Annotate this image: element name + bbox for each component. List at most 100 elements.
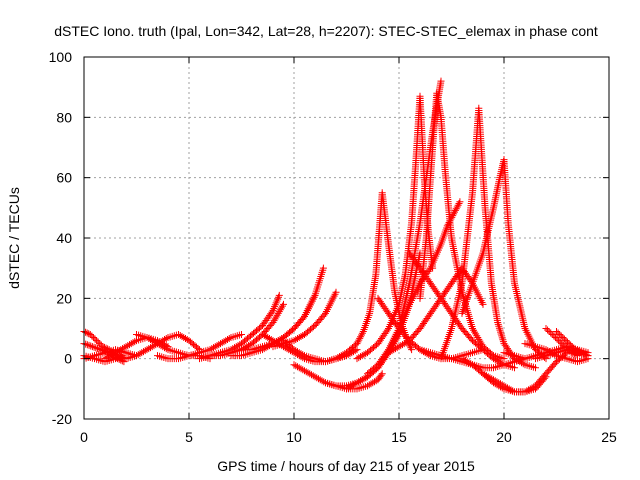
data-point [82, 328, 90, 336]
data-point [477, 339, 485, 347]
data-point [451, 206, 459, 214]
data-point [225, 335, 233, 343]
data-point [320, 378, 328, 386]
data-point [532, 364, 539, 372]
data-series [532, 346, 592, 363]
data-point [470, 326, 478, 334]
y-tick-label: 40 [56, 230, 72, 246]
data-series [458, 156, 550, 363]
data-point [383, 326, 391, 334]
data-point [450, 210, 458, 218]
data-point [118, 352, 126, 360]
data-point [270, 317, 278, 325]
data-point [278, 302, 286, 310]
data-point [488, 350, 496, 358]
data-point [269, 318, 277, 326]
data-point [83, 341, 91, 349]
data-point [353, 340, 361, 348]
data-point [560, 335, 568, 343]
data-point [556, 338, 564, 346]
data-point [511, 364, 518, 372]
data-point [479, 346, 487, 354]
data-point [454, 201, 462, 209]
data-point [557, 332, 565, 340]
x-tick-label: 5 [185, 429, 193, 445]
data-point [553, 335, 561, 343]
data-point [319, 264, 327, 272]
y-tick-label: 0 [64, 351, 72, 367]
data-point [88, 343, 96, 351]
data-point [268, 308, 276, 316]
y-tick-label: 100 [49, 49, 73, 65]
data-point [496, 326, 504, 334]
data-point [509, 387, 517, 395]
data-point [358, 329, 366, 337]
data-point [408, 346, 416, 354]
data-point [472, 330, 480, 338]
data-point [564, 338, 572, 346]
data-point [280, 300, 287, 308]
data-point [358, 331, 365, 339]
data-point [568, 343, 576, 351]
data-point [299, 351, 307, 359]
data-point [93, 344, 101, 352]
data-point [354, 338, 362, 346]
x-tick-label: 20 [496, 429, 512, 445]
x-tick-label: 25 [601, 429, 617, 445]
data-points [80, 77, 592, 396]
data-point [553, 328, 560, 336]
data-point [559, 341, 567, 349]
data-point [500, 355, 508, 363]
data-point [542, 325, 550, 332]
data-point [87, 342, 95, 350]
data-point [162, 345, 170, 353]
data-point [112, 355, 119, 363]
data-point [115, 353, 123, 361]
data-point [85, 341, 93, 349]
data-point [275, 308, 283, 316]
data-point [551, 334, 559, 342]
data-point [113, 354, 121, 362]
y-tick-label: -20 [52, 411, 72, 427]
data-point [357, 333, 365, 341]
data-point [89, 334, 97, 342]
data-point [355, 336, 363, 344]
data-point [474, 334, 482, 342]
data-point [425, 266, 433, 274]
data-point [495, 324, 503, 332]
data-series [259, 331, 361, 366]
data-point [547, 329, 555, 337]
data-point [555, 337, 563, 345]
data-point [455, 200, 463, 208]
data-point [548, 331, 556, 339]
data-point [584, 352, 592, 360]
data-point [332, 288, 340, 296]
data-point [471, 328, 479, 336]
data-point [276, 306, 284, 314]
data-point [558, 340, 566, 348]
data-point [86, 331, 94, 339]
data-point [96, 340, 104, 348]
data-point [93, 337, 101, 345]
data-point [91, 335, 99, 343]
data-point [271, 315, 279, 323]
data-point [565, 340, 573, 348]
axis-ticks: 0 5 10 15 20 25 -20 0 20 40 60 80 100 [49, 49, 617, 445]
data-point [498, 334, 506, 342]
data-point [131, 338, 139, 346]
data-point [545, 328, 553, 336]
data-point [473, 332, 481, 340]
data-point [556, 331, 564, 339]
y-tick-label: 80 [56, 109, 72, 125]
data-point [275, 291, 283, 299]
data-point [378, 370, 386, 378]
data-point [479, 300, 487, 308]
x-tick-label: 10 [286, 429, 302, 445]
data-point [82, 340, 90, 348]
x-tick-label: 15 [391, 429, 407, 445]
data-point [469, 325, 476, 332]
data-point [554, 329, 562, 337]
data-point [497, 328, 505, 336]
data-point [559, 334, 567, 342]
